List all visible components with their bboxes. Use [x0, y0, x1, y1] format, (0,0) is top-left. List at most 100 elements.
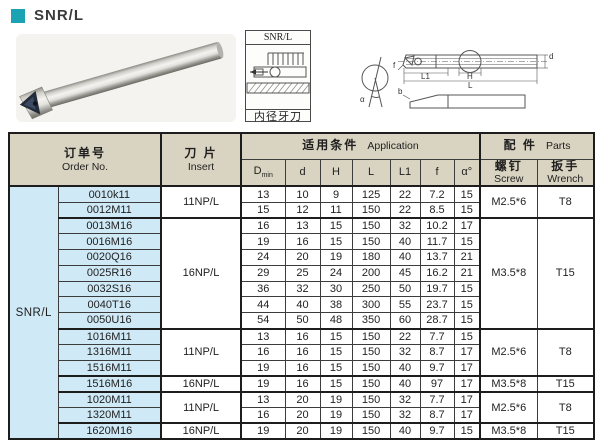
value-cell-d: 16	[284, 327, 321, 345]
value-cell-f: 16.2	[419, 264, 455, 282]
screw-cell: M3.5*8	[479, 216, 538, 330]
value-cell-h: 15	[319, 359, 353, 377]
order-no-cell: 0013M16	[57, 216, 162, 235]
value-cell-l: 300	[351, 296, 391, 314]
value-cell-d: 32	[284, 280, 321, 298]
value-cell-α°: 15	[453, 201, 482, 219]
value-cell-l: 350	[351, 312, 391, 330]
column-header-l1: L1	[389, 158, 421, 187]
value-cell-f: 8.7	[419, 343, 455, 361]
order-no-cell: 0025R16	[57, 264, 162, 282]
value-cell-l1: 40	[389, 233, 421, 251]
value-cell-d: 24	[240, 249, 286, 266]
value-cell-l: 150	[351, 327, 391, 345]
value-cell-l: 150	[351, 407, 391, 424]
screw-cell: M2.5*6	[479, 185, 538, 219]
value-cell-α°: 15	[453, 280, 482, 298]
value-cell-d: 13	[240, 185, 286, 203]
value-cell-l1: 22	[389, 201, 421, 219]
header-order-no: 订单号 Order No.	[8, 132, 162, 187]
value-cell-f: 8.5	[419, 201, 455, 219]
value-cell-l1: 55	[389, 296, 421, 314]
value-cell-d: 19	[240, 374, 286, 393]
order-no-cell: 1020M11	[57, 390, 162, 409]
value-cell-l1: 40	[389, 374, 421, 393]
order-no-cell: 1320M11	[57, 407, 162, 424]
value-cell-h: 15	[319, 233, 353, 251]
value-cell-l: 150	[351, 201, 391, 219]
value-cell-α°: 21	[453, 249, 482, 266]
value-cell-d: 16	[284, 359, 321, 377]
value-cell-l1: 22	[389, 327, 421, 345]
value-cell-l: 150	[351, 390, 391, 409]
value-cell-d: 13	[240, 390, 286, 409]
series-cell: SNR/L	[8, 185, 59, 440]
value-cell-d: 20	[284, 422, 321, 440]
order-no-cell: 0050U16	[57, 312, 162, 330]
wrench-cell: T15	[536, 216, 595, 330]
value-cell-l: 150	[351, 216, 391, 235]
value-cell-d: 16	[240, 343, 286, 361]
value-cell-α°: 15	[453, 327, 482, 345]
value-cell-h: 9	[319, 185, 353, 203]
label-h: H	[467, 72, 473, 81]
value-cell-f: 7.7	[419, 327, 455, 345]
insert-cell: 16NP/L	[160, 374, 243, 393]
value-cell-l1: 40	[389, 359, 421, 377]
value-cell-h: 15	[319, 327, 353, 345]
column-header-d: Dmin	[240, 158, 286, 187]
value-cell-f: 8.7	[419, 407, 455, 424]
table-row: 1016M11 11NP/L 13 16 15 150 22 7.7 15 M2.5*6 T8	[9, 327, 595, 377]
wrench-cell: T15	[536, 374, 595, 393]
value-cell-l1: 45	[389, 264, 421, 282]
order-no-cell: 0032S16	[57, 280, 162, 298]
value-cell-d: 20	[284, 249, 321, 266]
table-row: 1516M16 16NP/L 19 16 15 150 40 97 17 M3.5*8 T15	[9, 374, 595, 393]
table-row: 0013M16 16NP/L 16 13 15 150 32 10.2 17 M3.5*8 T15	[9, 216, 595, 330]
thumbnail-box: SNR/L 内径牙刀	[245, 30, 311, 125]
value-cell-h: 24	[319, 264, 353, 282]
column-header-h: H	[319, 158, 353, 187]
value-cell-α°: 17	[453, 343, 482, 361]
order-no-cell: 1516M16	[57, 374, 162, 393]
value-cell-l1: 40	[389, 249, 421, 266]
label-f: f	[393, 61, 396, 70]
table-row: 1620M16 16NP/L 19 20 19 150 40 9.7 15 M3.5*8 T15	[9, 422, 595, 440]
value-cell-l1: 22	[389, 185, 421, 203]
value-cell-h: 19	[319, 249, 353, 266]
insert-cell: 16NP/L	[160, 216, 243, 330]
value-cell-l1: 50	[389, 280, 421, 298]
technical-drawing: α f L1 H L d b	[360, 50, 553, 109]
insert-cell: 11NP/L	[160, 327, 243, 377]
column-header-d: d	[284, 158, 321, 187]
wrench-cell: T15	[536, 422, 595, 440]
value-cell-l: 150	[351, 343, 391, 361]
value-cell-α°: 15	[453, 233, 482, 251]
angle-detail-circle	[361, 64, 389, 92]
value-cell-f: 23.7	[419, 296, 455, 314]
label-alpha: α	[360, 95, 365, 104]
header-parts: 配 件 Parts	[479, 132, 595, 160]
value-cell-α°: 15	[453, 185, 482, 203]
screw-cell: M3.5*8	[479, 374, 538, 393]
insert-cell: 11NP/L	[160, 185, 243, 219]
value-cell-l: 150	[351, 374, 391, 393]
label-l1: L1	[421, 72, 430, 81]
value-cell-d: 44	[240, 296, 286, 314]
value-cell-d: 25	[284, 264, 321, 282]
value-cell-d: 16	[240, 407, 286, 424]
value-cell-h: 30	[319, 280, 353, 298]
value-cell-d: 13	[284, 216, 321, 235]
order-no-cell: 1316M11	[57, 343, 162, 361]
title-bullet-icon	[11, 8, 25, 23]
value-cell-l: 150	[351, 359, 391, 377]
thumbnail-caption: 内径牙刀	[246, 109, 310, 125]
value-cell-l: 250	[351, 280, 391, 298]
value-cell-α°: 17	[453, 390, 482, 409]
value-cell-d: 19	[240, 422, 286, 440]
value-cell-d: 19	[240, 359, 286, 377]
order-no-cell: 0040T16	[57, 296, 162, 314]
value-cell-α°: 15	[453, 296, 482, 314]
value-cell-h: 15	[319, 216, 353, 235]
value-cell-f: 9.7	[419, 422, 455, 440]
